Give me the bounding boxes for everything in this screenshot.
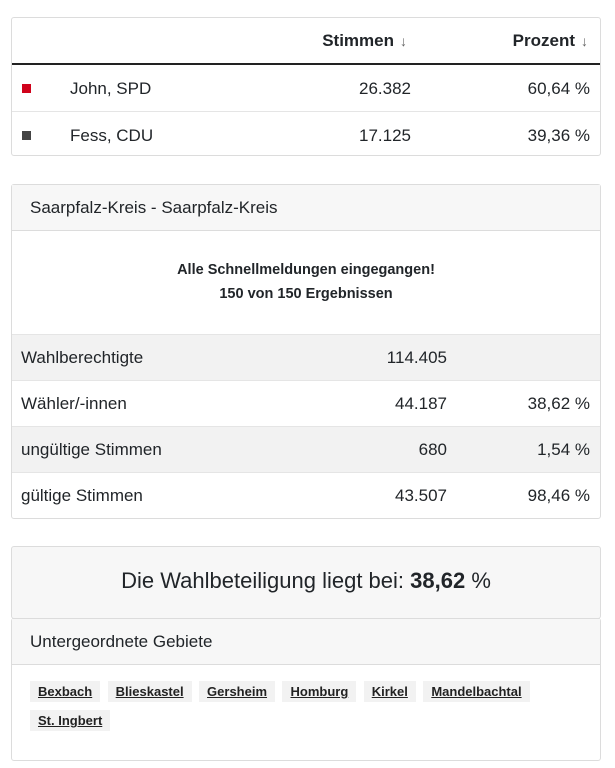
subarea-link-mandelbachtal[interactable]: Mandelbachtal [423, 681, 530, 702]
subarea-link-homburg[interactable]: Homburg [282, 681, 357, 702]
subarea-link-st-ingbert[interactable]: St. Ingbert [30, 710, 111, 731]
candidate-votes: 26.382 [359, 79, 411, 98]
subareas-title: Untergeordnete Gebiete [12, 619, 600, 665]
sort-arrow-icon: ↓ [581, 33, 588, 49]
sort-arrow-icon: ↓ [400, 33, 407, 49]
turnout-unit: % [471, 568, 491, 593]
district-title: Saarpfalz-Kreis - Saarpfalz-Kreis [12, 185, 600, 231]
turnout-label: Die Wahlbeteiligung liegt bei: [121, 568, 405, 593]
district-card: Saarpfalz-Kreis - Saarpfalz-Kreis Alle S… [11, 184, 601, 519]
stat-percent: 1,54 % [537, 440, 590, 459]
stat-row-eligible: Wahlberechtigte 114.405 [12, 334, 600, 380]
subarea-link-gersheim[interactable]: Gersheim [199, 681, 276, 702]
table-row: Fess, CDU 17.125 39,36 % [12, 112, 600, 158]
candidate-percent: 60,64 % [527, 79, 590, 98]
stat-row-valid: gültige Stimmen 43.507 98,46 % [12, 472, 600, 518]
stat-percent: 98,46 % [527, 486, 590, 505]
table-row: John, SPD 26.382 60,64 % [12, 65, 600, 112]
subarea-link-bexbach[interactable]: Bexbach [30, 681, 101, 702]
stat-value: 114.405 [386, 348, 447, 367]
party-color-square [22, 84, 31, 93]
candidate-name: Fess, CDU [70, 126, 154, 145]
results-count: 150 von 150 Ergebnissen [219, 286, 393, 302]
stat-label: Wähler/-innen [21, 394, 127, 413]
subarea-link-blieskastel[interactable]: Blieskastel [107, 681, 192, 702]
party-color-square [22, 131, 31, 140]
stat-label: Wahlberechtigte [21, 348, 144, 367]
sort-percent-header[interactable]: Prozent ↓ [512, 31, 588, 50]
candidate-percent: 39,36 % [527, 126, 590, 145]
subareas-card: Untergeordnete Gebiete Bexbach Blieskast… [11, 618, 601, 761]
results-table: Stimmen ↓ Prozent ↓ John, SPD 26.382 60,64… [11, 17, 601, 156]
subarea-links: Bexbach Blieskastel Gersheim Homburg Kir… [12, 665, 600, 739]
stat-label: ungültige Stimmen [21, 440, 162, 459]
stat-row-voters: Wähler/-innen 44.187 38,62 % [12, 380, 600, 426]
sort-votes-header[interactable]: Stimmen ↓ [322, 31, 407, 50]
turnout-value: 38,62 [410, 568, 466, 593]
stat-row-invalid: ungültige Stimmen 680 1,54 % [12, 426, 600, 472]
stat-value: 44.187 [395, 394, 447, 413]
candidate-votes: 17.125 [359, 126, 411, 145]
subarea-link-kirkel[interactable]: Kirkel [363, 681, 416, 702]
results-header: Stimmen ↓ Prozent ↓ [12, 18, 600, 65]
stat-value: 680 [418, 440, 447, 459]
stat-label: gültige Stimmen [21, 486, 143, 505]
status-line: Alle Schnellmeldungen eingegangen! [177, 262, 435, 278]
candidate-name: John, SPD [70, 79, 152, 98]
stat-value: 43.507 [395, 486, 447, 505]
report-status: Alle Schnellmeldungen eingegangen! 150 v… [12, 231, 600, 334]
stat-percent: 38,62 % [527, 394, 590, 413]
turnout-box: Die Wahlbeteiligung liegt bei: 38,62 % [11, 546, 601, 619]
